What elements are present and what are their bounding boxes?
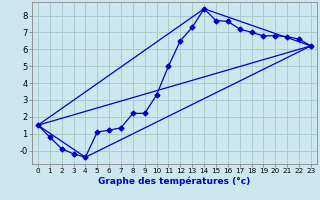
X-axis label: Graphe des températures (°c): Graphe des températures (°c): [98, 177, 251, 186]
